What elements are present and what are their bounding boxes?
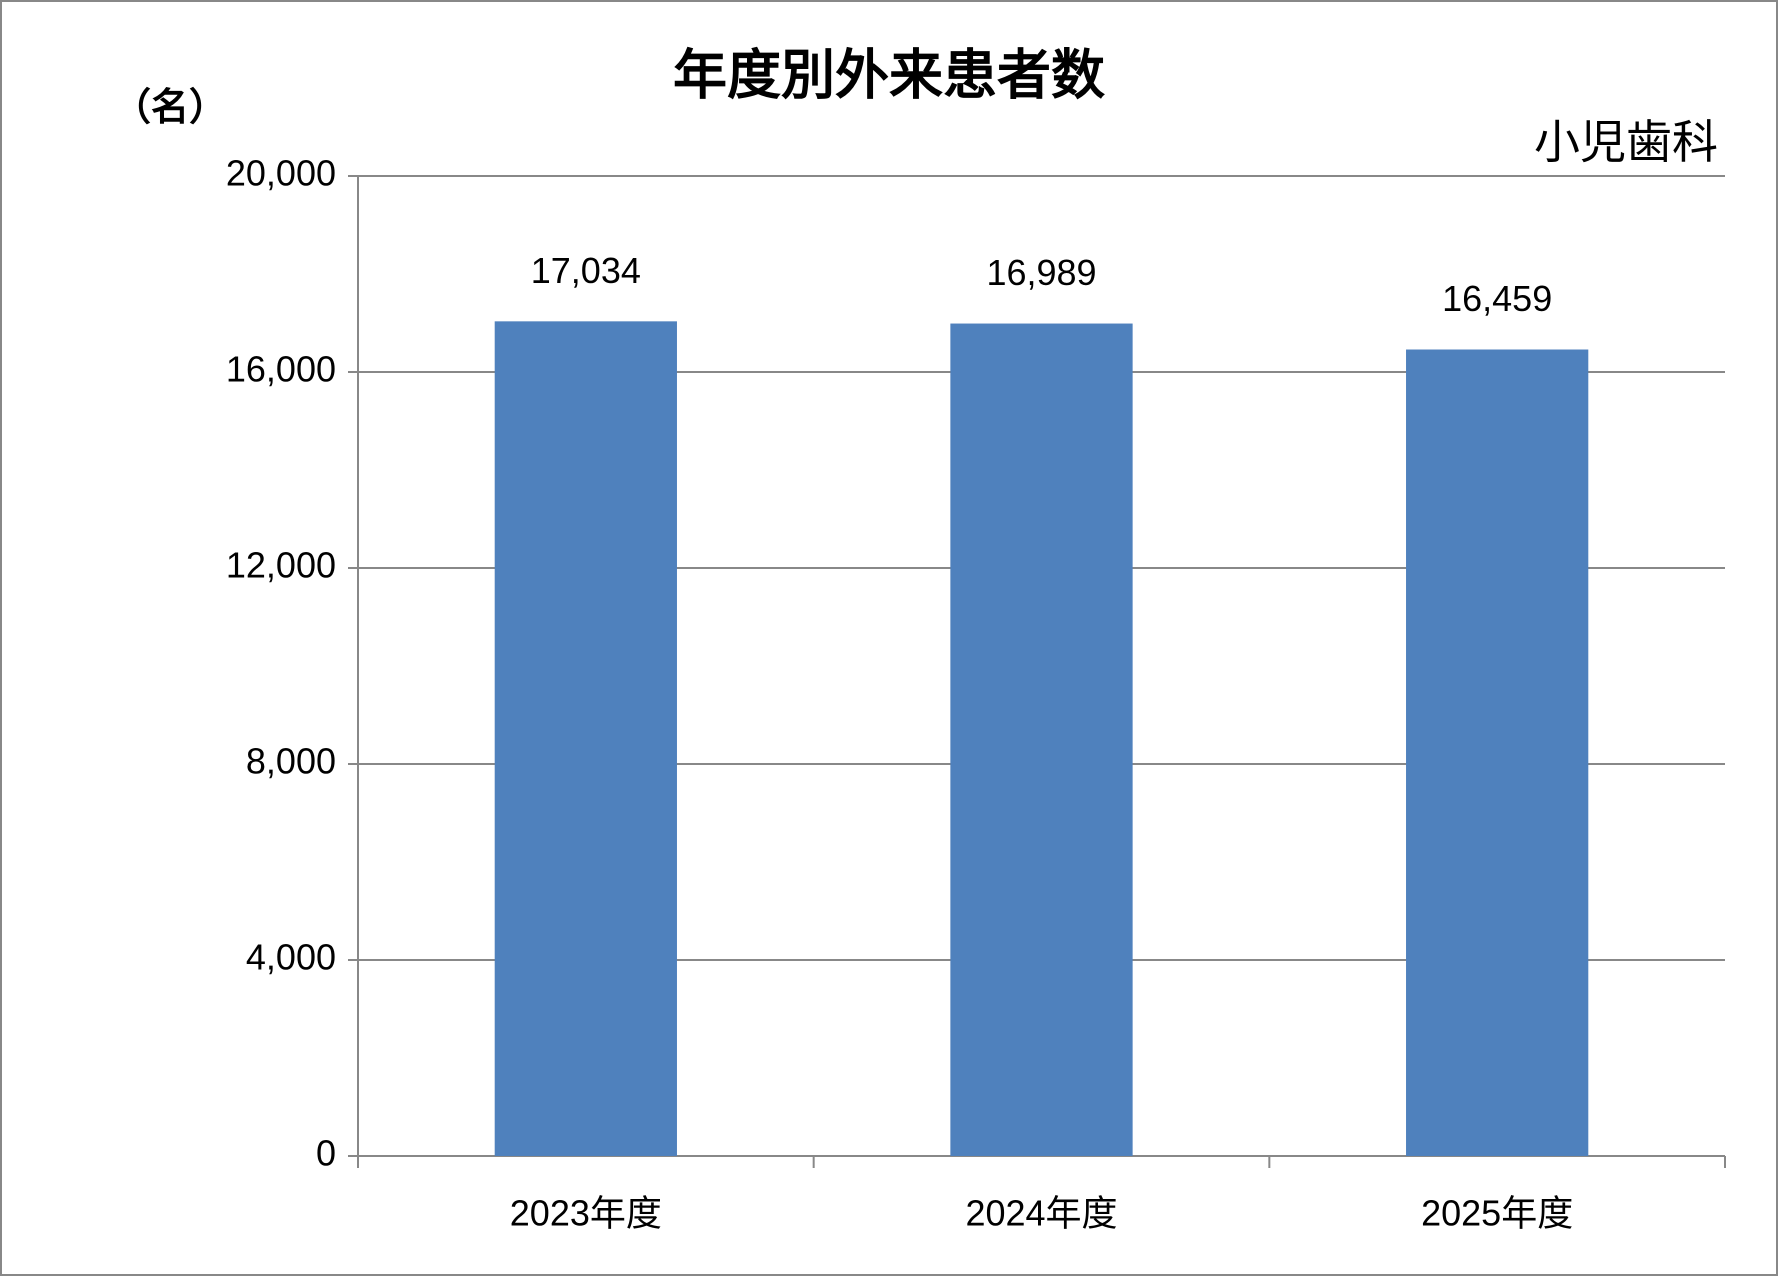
y-axis-unit: （名） (113, 87, 227, 129)
chart-subtitle: 小児歯科 (1534, 116, 1718, 168)
chart-title: 年度別外来患者数 (673, 45, 1105, 105)
bar (1406, 349, 1589, 1156)
bar (950, 323, 1133, 1156)
y-tick-label: 4,000 (246, 937, 336, 978)
y-tick-label: 0 (316, 1133, 336, 1174)
y-tick-label: 8,000 (246, 741, 336, 782)
y-tick-label: 20,000 (226, 153, 336, 194)
data-label: 16,989 (986, 252, 1096, 293)
data-label: 16,459 (1442, 278, 1552, 319)
data-label: 17,034 (531, 250, 641, 291)
x-tick-label: 2023年度 (510, 1193, 662, 1234)
x-tick-label: 2025年度 (1421, 1193, 1573, 1234)
y-tick-label: 16,000 (226, 349, 336, 390)
y-tick-label: 12,000 (226, 545, 336, 586)
bar (494, 321, 677, 1157)
x-tick-label: 2024年度 (965, 1193, 1117, 1234)
